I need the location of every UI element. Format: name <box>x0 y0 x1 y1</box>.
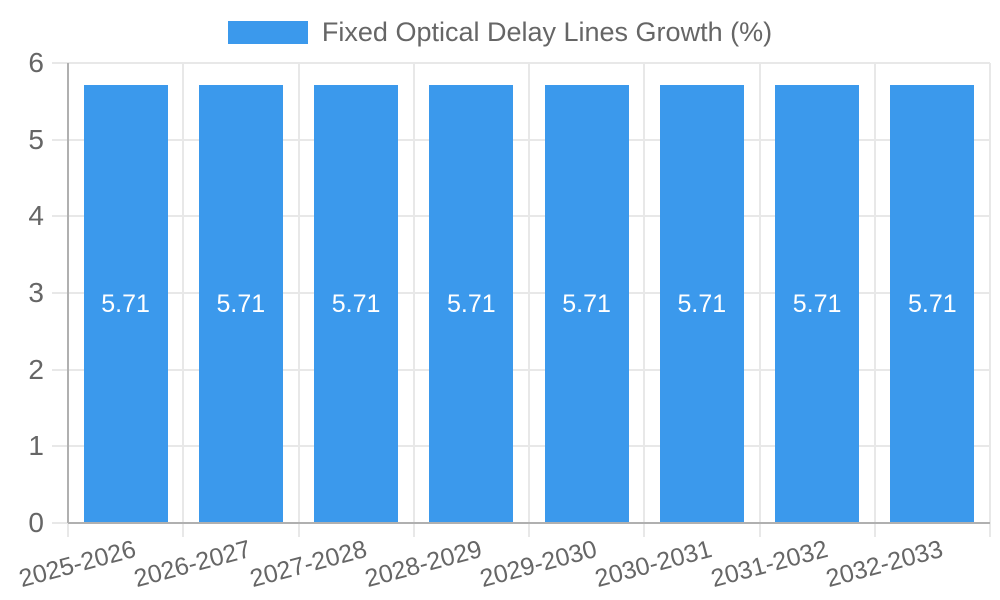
bar-2026-2027[interactable]: 5.71 <box>198 85 283 523</box>
bar-value-label: 5.71 <box>447 289 496 318</box>
bar-2030-2031[interactable]: 5.71 <box>659 85 744 523</box>
x-axis-tick-label: 2032-2033 <box>819 535 946 593</box>
y-tick-mark <box>52 522 68 524</box>
x-tick-mark <box>67 523 69 537</box>
x-axis-tick-label-text: 2030-2031 <box>592 535 716 593</box>
x-axis-tick-label-text: 2027-2028 <box>246 535 370 593</box>
y-axis-tick-label: 3 <box>28 277 44 308</box>
plot-area: 0 1 2 3 4 5 6 5.71 5.71 5.71 5.71 5.71 5.71 5.71 5.71 2… <box>16 48 991 593</box>
y-axis-line <box>67 63 69 523</box>
gridline-vertical <box>412 63 415 523</box>
x-axis-line <box>68 522 990 524</box>
x-axis-tick-label-text: 2031-2032 <box>707 535 831 593</box>
bar-2027-2028[interactable]: 5.71 <box>314 85 399 523</box>
legend-swatch-icon <box>227 20 308 44</box>
bar-value-label: 5.71 <box>908 289 957 318</box>
x-tick-mark <box>182 523 185 537</box>
gridline-vertical <box>528 63 530 523</box>
gridline-vertical <box>873 63 876 523</box>
x-axis-tick-label: 2026-2027 <box>127 535 254 593</box>
y-axis-tick-label: 1 <box>28 430 44 462</box>
bar-value-label: 5.71 <box>101 289 150 318</box>
x-tick-mark <box>758 523 761 537</box>
y-tick-mark <box>52 138 68 141</box>
bar-value-label: 5.71 <box>216 289 266 318</box>
y-axis-tick-label: 6 <box>28 47 44 78</box>
bar-value-label: 5.71 <box>792 289 842 318</box>
y-axis-tick-label: 2 <box>28 353 44 385</box>
bar-2025-2026[interactable]: 5.71 <box>83 85 168 523</box>
x-axis-tick-label: 2030-2031 <box>588 535 715 593</box>
x-tick-mark <box>412 523 415 537</box>
x-tick-mark <box>528 523 530 537</box>
bar-value-label: 5.71 <box>562 289 611 318</box>
y-tick-mark <box>52 445 68 448</box>
x-axis-tick-label: 2025-2026 <box>12 535 139 593</box>
gridline-vertical <box>297 63 300 523</box>
y-tick-mark <box>52 215 68 218</box>
gridline-vertical <box>989 63 991 523</box>
y-tick-mark <box>52 368 68 371</box>
legend[interactable]: Fixed Optical Delay Lines Growth (%) <box>0 16 1000 48</box>
x-tick-mark <box>873 523 876 537</box>
bar-2032-2033[interactable]: 5.71 <box>890 85 975 523</box>
y-tick-mark <box>52 62 68 64</box>
x-axis-tick-label: 2031-2032 <box>704 535 831 593</box>
x-tick-mark <box>989 523 991 537</box>
y-tick-mark <box>52 292 68 294</box>
bar-value-label: 5.71 <box>677 289 727 318</box>
gridline-vertical <box>182 63 185 523</box>
x-axis-tick-label-text: 2029-2030 <box>477 535 600 593</box>
x-axis-tick-label-text: 2028-2029 <box>361 535 485 593</box>
bar-2028-2029[interactable]: 5.71 <box>429 85 514 523</box>
y-axis-tick-label: 4 <box>28 200 44 232</box>
x-axis-tick-label: 2028-2029 <box>358 535 485 593</box>
gridline-vertical <box>758 63 761 523</box>
x-tick-mark <box>297 523 300 537</box>
x-tick-mark <box>643 523 646 537</box>
x-axis-tick-label-text: 2032-2033 <box>822 535 946 593</box>
bar-value-label: 5.71 <box>331 289 381 318</box>
y-axis-tick-label: 0 <box>28 507 44 538</box>
bar-2029-2030[interactable]: 5.71 <box>544 85 629 523</box>
x-axis-tick-label: 2027-2028 <box>243 535 370 593</box>
x-axis-tick-label: 2029-2030 <box>473 535 600 593</box>
legend-label: Fixed Optical Delay Lines Growth (%) <box>321 17 773 47</box>
gridline-vertical <box>643 63 646 523</box>
x-axis-tick-label-text: 2025-2026 <box>16 535 139 593</box>
bar-2031-2032[interactable]: 5.71 <box>775 85 860 523</box>
y-axis-tick-label: 5 <box>28 123 44 155</box>
x-axis-tick-label-text: 2026-2027 <box>131 535 255 593</box>
